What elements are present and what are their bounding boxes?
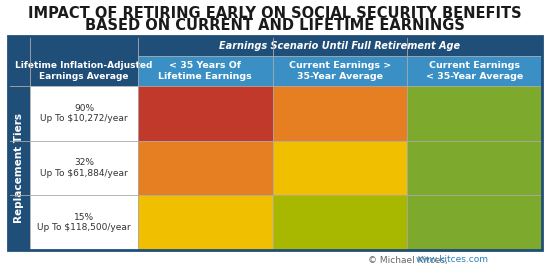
Bar bbox=[138, 195, 273, 250]
Bar bbox=[138, 56, 542, 86]
Text: < 35 Years Of
Lifetime Earnings: < 35 Years Of Lifetime Earnings bbox=[158, 61, 252, 81]
Text: 32%
Up To $61,884/year: 32% Up To $61,884/year bbox=[40, 158, 128, 178]
Bar bbox=[273, 141, 408, 195]
Text: BASED ON CURRENT AND LIFETIME EARNINGS: BASED ON CURRENT AND LIFETIME EARNINGS bbox=[85, 19, 465, 33]
Bar bbox=[8, 36, 542, 250]
Text: Current Earnings
< 35-Year Average: Current Earnings < 35-Year Average bbox=[426, 61, 523, 81]
Text: 15%
Up To $118,500/year: 15% Up To $118,500/year bbox=[37, 213, 131, 232]
Bar bbox=[408, 141, 542, 195]
Bar bbox=[408, 86, 542, 141]
Text: Current Earnings >
35-Year Average: Current Earnings > 35-Year Average bbox=[289, 61, 391, 81]
Bar bbox=[273, 86, 408, 141]
Text: 90%
Up To $10,272/year: 90% Up To $10,272/year bbox=[40, 104, 128, 123]
Bar bbox=[138, 141, 273, 195]
Text: Earnings Scenario Until Full Retirement Age: Earnings Scenario Until Full Retirement … bbox=[219, 41, 460, 51]
Bar bbox=[8, 36, 542, 56]
Bar bbox=[408, 195, 542, 250]
Text: © Michael Kitces,: © Michael Kitces, bbox=[368, 255, 450, 265]
Text: www.kitces.com: www.kitces.com bbox=[416, 255, 489, 265]
Text: Lifetime Inflation-Adjusted
Earnings Average: Lifetime Inflation-Adjusted Earnings Ave… bbox=[15, 61, 153, 81]
Text: Replacement Tiers: Replacement Tiers bbox=[14, 113, 24, 223]
Bar bbox=[273, 195, 408, 250]
Bar bbox=[8, 56, 138, 86]
Bar bbox=[8, 36, 542, 250]
Bar bbox=[30, 86, 138, 250]
Text: IMPACT OF RETIRING EARLY ON SOCIAL SECURITY BENEFITS: IMPACT OF RETIRING EARLY ON SOCIAL SECUR… bbox=[28, 6, 522, 22]
Bar bbox=[138, 86, 273, 141]
Bar bbox=[8, 86, 30, 250]
